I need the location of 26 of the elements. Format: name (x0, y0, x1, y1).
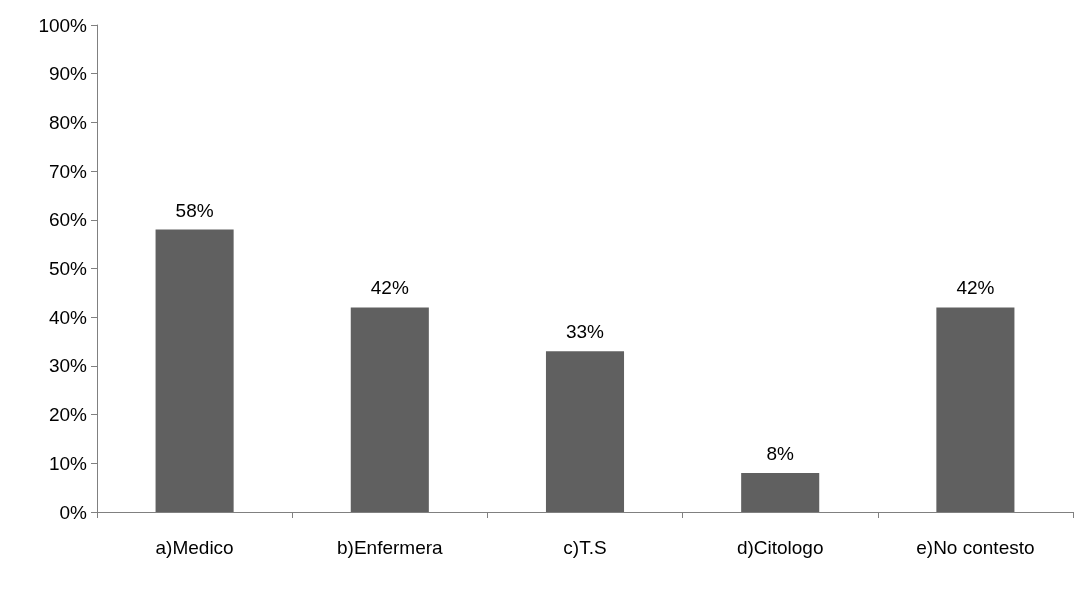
y-tick-label: 0% (59, 501, 88, 523)
y-tick-label: 50% (48, 258, 88, 279)
y-tick-label: 40% (48, 306, 88, 328)
y-tick-label: 20% (48, 404, 88, 426)
x-tick-label: a)Medico (155, 537, 234, 558)
y-tick-label: 100% (38, 14, 88, 36)
data-label: 33% (565, 321, 605, 343)
bar (741, 473, 820, 512)
bar (545, 351, 625, 512)
x-tick-label: b)Enfermera (337, 537, 444, 558)
y-tick-label: 60% (48, 209, 88, 231)
x-tick-label: c)T.S (563, 537, 607, 558)
data-label: 42% (370, 277, 409, 299)
data-label: 42% (956, 277, 995, 299)
y-tick-label: 80% (48, 111, 88, 133)
y-tick-label: 70% (48, 160, 88, 182)
bar (936, 307, 1015, 512)
x-tick-label: d)Citologo (736, 537, 824, 558)
y-tick-label: 30% (48, 355, 88, 377)
bar (155, 229, 234, 512)
y-tick-label: 10% (48, 452, 88, 474)
bar (350, 307, 429, 512)
data-label: 58% (175, 199, 214, 221)
data-label: 8% (766, 443, 795, 465)
y-tick-label: 90% (48, 63, 88, 85)
x-tick-label: e)No contesto (916, 537, 1035, 558)
